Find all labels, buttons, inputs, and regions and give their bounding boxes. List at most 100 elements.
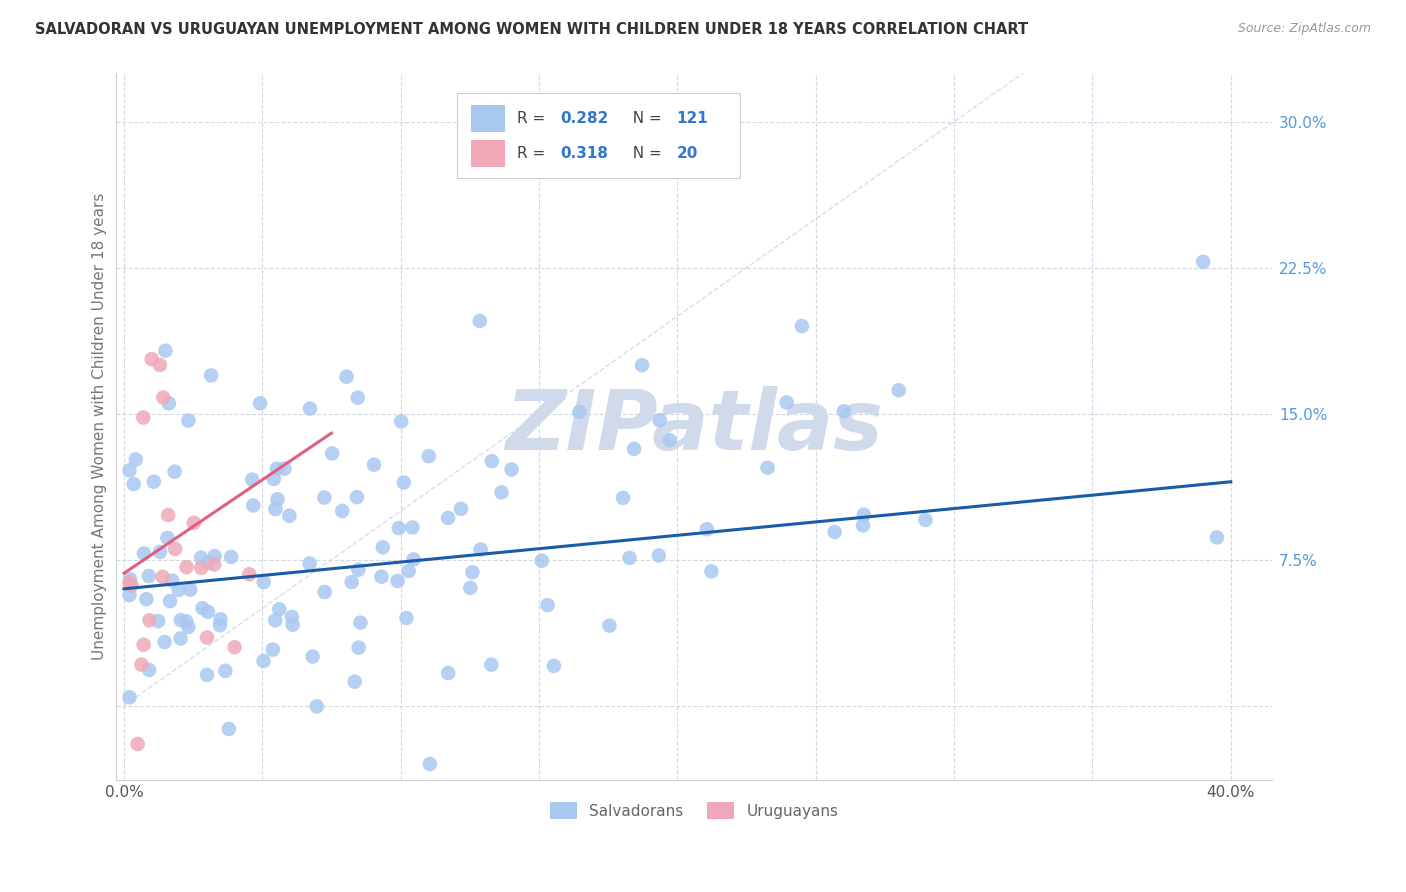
- Point: [149, 358, 172, 372]
- Point: [160, 574, 183, 588]
- Point: [790, 319, 813, 334]
- Point: [118, 690, 141, 705]
- Point: [141, 352, 163, 367]
- Point: [437, 666, 460, 681]
- Point: [530, 554, 553, 568]
- Point: [165, 541, 187, 556]
- Text: 121: 121: [676, 111, 709, 126]
- Point: [458, 581, 481, 595]
- Point: [343, 674, 366, 689]
- Text: N =: N =: [623, 146, 666, 161]
- Point: [200, 368, 222, 383]
- Point: [157, 396, 180, 410]
- Point: [631, 358, 654, 372]
- Point: [298, 401, 321, 416]
- Point: [852, 508, 875, 522]
- Point: [461, 566, 484, 580]
- Point: [887, 384, 910, 398]
- Point: [238, 567, 260, 582]
- Point: [249, 396, 271, 410]
- Point: [120, 578, 142, 592]
- Point: [155, 343, 177, 358]
- Point: [190, 561, 212, 575]
- Point: [700, 565, 723, 579]
- Point: [914, 513, 936, 527]
- Point: [263, 472, 285, 486]
- Point: [132, 410, 155, 425]
- Point: [330, 504, 353, 518]
- Point: [218, 722, 240, 736]
- Point: [149, 545, 172, 559]
- Point: [273, 461, 295, 475]
- Point: [169, 632, 191, 646]
- Point: [388, 521, 411, 535]
- Point: [346, 391, 368, 405]
- Point: [1206, 530, 1229, 544]
- Text: SALVADORAN VS URUGUAYAN UNEMPLOYMENT AMONG WOMEN WITH CHILDREN UNDER 18 YEARS CO: SALVADORAN VS URUGUAYAN UNEMPLOYMENT AMO…: [35, 22, 1028, 37]
- Point: [179, 582, 201, 597]
- Point: [776, 395, 799, 409]
- Point: [347, 563, 370, 577]
- Point: [305, 699, 328, 714]
- Text: Source: ZipAtlas.com: Source: ZipAtlas.com: [1237, 22, 1371, 36]
- Point: [468, 314, 491, 328]
- Point: [163, 465, 186, 479]
- Point: [195, 668, 218, 682]
- Point: [177, 620, 200, 634]
- Point: [298, 557, 321, 571]
- Point: [321, 446, 343, 460]
- Point: [402, 552, 425, 566]
- Point: [481, 454, 503, 468]
- Point: [118, 572, 141, 586]
- Point: [281, 610, 304, 624]
- Point: [371, 541, 394, 555]
- FancyBboxPatch shape: [457, 93, 740, 178]
- Point: [219, 549, 242, 564]
- Point: [543, 659, 565, 673]
- Point: [281, 617, 304, 632]
- Point: [153, 635, 176, 649]
- Point: [335, 369, 357, 384]
- Point: [264, 613, 287, 627]
- Point: [832, 404, 855, 418]
- Point: [197, 556, 219, 570]
- Text: R =: R =: [517, 146, 550, 161]
- Point: [852, 518, 875, 533]
- Point: [479, 657, 502, 672]
- Point: [301, 649, 323, 664]
- Point: [419, 757, 441, 772]
- Point: [278, 508, 301, 523]
- Point: [170, 613, 193, 627]
- Point: [118, 463, 141, 477]
- Point: [398, 564, 420, 578]
- Point: [619, 550, 641, 565]
- Point: [177, 413, 200, 427]
- Point: [208, 618, 231, 632]
- Point: [174, 615, 197, 629]
- Point: [266, 492, 288, 507]
- Bar: [471, 140, 505, 167]
- Point: [156, 531, 179, 545]
- Point: [370, 570, 392, 584]
- Point: [138, 569, 160, 583]
- Point: [146, 614, 169, 628]
- Point: [142, 475, 165, 489]
- Point: [264, 502, 287, 516]
- Text: ZIPatlas: ZIPatlas: [505, 386, 883, 467]
- Point: [127, 737, 149, 751]
- Point: [152, 570, 174, 584]
- Point: [242, 499, 264, 513]
- Y-axis label: Unemployment Among Women with Children Under 18 years: Unemployment Among Women with Children U…: [93, 193, 107, 660]
- Point: [501, 462, 523, 476]
- Point: [197, 605, 219, 619]
- Point: [209, 612, 232, 626]
- Point: [681, 134, 703, 148]
- Point: [262, 642, 284, 657]
- Point: [191, 601, 214, 615]
- Point: [349, 615, 371, 630]
- Point: [183, 516, 205, 530]
- Text: R =: R =: [517, 111, 550, 126]
- Point: [314, 491, 336, 505]
- Point: [253, 574, 276, 589]
- Point: [470, 542, 492, 557]
